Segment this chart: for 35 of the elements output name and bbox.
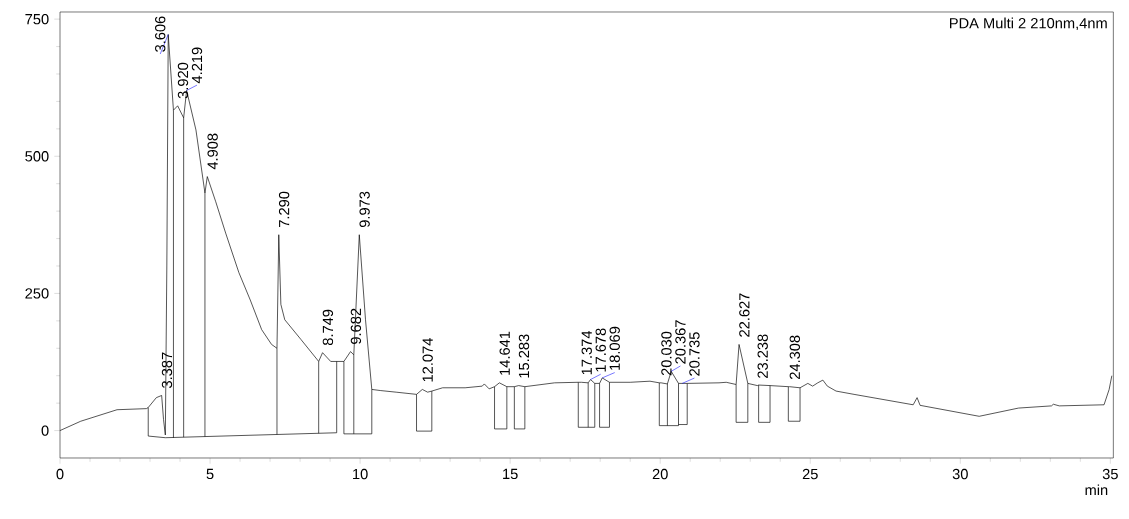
annotation: 17.374 <box>581 330 592 375</box>
annotation: 9.682 <box>350 308 362 344</box>
x-tick-label: 20 <box>652 468 668 480</box>
x-tick-label: 5 <box>206 468 214 480</box>
annotation: 18.069 <box>609 326 620 370</box>
annotation: 20.735 <box>689 332 700 376</box>
annotation: 7.290 <box>278 191 290 228</box>
x-tick-label: 15 <box>503 468 518 480</box>
y-tick-label: 750 <box>25 13 49 25</box>
x-tick-label: 30 <box>952 468 968 480</box>
annotation: 24.308 <box>789 335 801 380</box>
x-tick-label: 25 <box>802 468 818 480</box>
y-tick-label: 250 <box>25 288 49 299</box>
annotation: 20.030 <box>661 331 672 376</box>
annotation: 3.387 <box>161 352 173 388</box>
annotation: 4.219 <box>191 47 203 84</box>
annotation: 17.678 <box>595 328 606 372</box>
chart-title: PDA Multi 2 210nm,4nm <box>950 17 1107 31</box>
annotation: 12.074 <box>422 338 433 382</box>
x-tick-label: 10 <box>353 468 368 480</box>
annotation: 20.367 <box>675 320 686 364</box>
x-tick-label: 0 <box>56 468 64 480</box>
annotation: 15.283 <box>518 334 530 378</box>
y-tick-label: 0 <box>41 425 49 436</box>
annotation: 4.908 <box>207 133 218 170</box>
x-tick-label: 35 <box>1102 468 1118 480</box>
annotation: 3.606 <box>155 16 166 52</box>
y-tick-label: 500 <box>25 151 49 162</box>
annotation: 14.641 <box>499 331 510 375</box>
x-axis-title: min <box>1085 484 1108 496</box>
annotation: 8.749 <box>322 309 334 346</box>
annotation: 3.920 <box>177 62 189 99</box>
annotation: 9.973 <box>359 191 370 228</box>
annotation: 23.238 <box>757 334 768 378</box>
annotation: 22.627 <box>739 293 750 337</box>
